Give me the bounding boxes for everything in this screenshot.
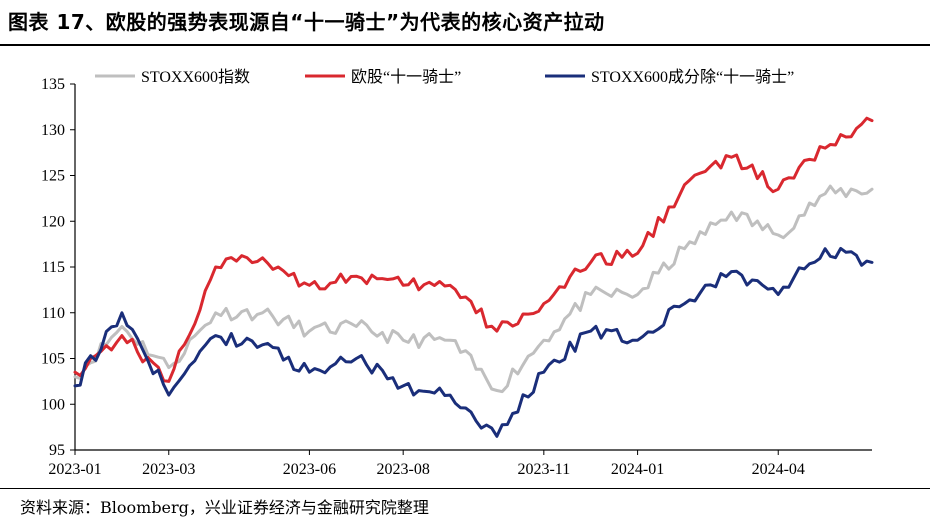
x-tick-label: 2023-03: [142, 461, 195, 478]
legend-label: STOXX600指数: [141, 68, 250, 86]
legend-label: STOXX600成分除“十一骑士”: [591, 68, 794, 86]
x-tick-label: 2024-01: [611, 461, 664, 478]
legend-label: 欧股“十一骑士”: [351, 68, 461, 86]
x-tick-label: 2023-08: [377, 461, 430, 478]
source-rule: [0, 488, 930, 489]
series-line: [73, 184, 874, 394]
figure-title: 图表 17、欧股的强势表现源自“十一骑士”为代表的核心资产拉动: [8, 10, 605, 34]
y-tick-label: 130: [41, 122, 65, 139]
x-tick-label: 2024-04: [752, 461, 805, 478]
y-tick-label: 135: [41, 76, 65, 93]
x-tick-label: 2023-11: [517, 461, 570, 478]
y-tick-label: 115: [42, 259, 65, 276]
y-tick-label: 105: [41, 351, 65, 368]
title-rule: [0, 44, 930, 46]
x-tick-label: 2023-01: [48, 461, 101, 478]
y-tick-label: 95: [49, 442, 65, 459]
y-tick-label: 125: [41, 168, 65, 185]
y-tick-label: 100: [41, 396, 65, 413]
x-tick-label: 2023-06: [283, 461, 336, 478]
line-chart: 95 100 105 110 115 120 125 130 135 2023-01 2023-03…: [41, 68, 874, 478]
plot-area: 95 100 105 110 115 120 125 130 135 2023-01 2023-03…: [41, 68, 874, 478]
y-tick-label: 120: [41, 213, 65, 230]
series-line: [73, 116, 874, 383]
y-tick-label: 110: [42, 305, 65, 322]
source-note: 资料来源：Bloomberg，兴业证券经济与金融研究院整理: [20, 498, 429, 517]
series-line: [73, 246, 874, 438]
